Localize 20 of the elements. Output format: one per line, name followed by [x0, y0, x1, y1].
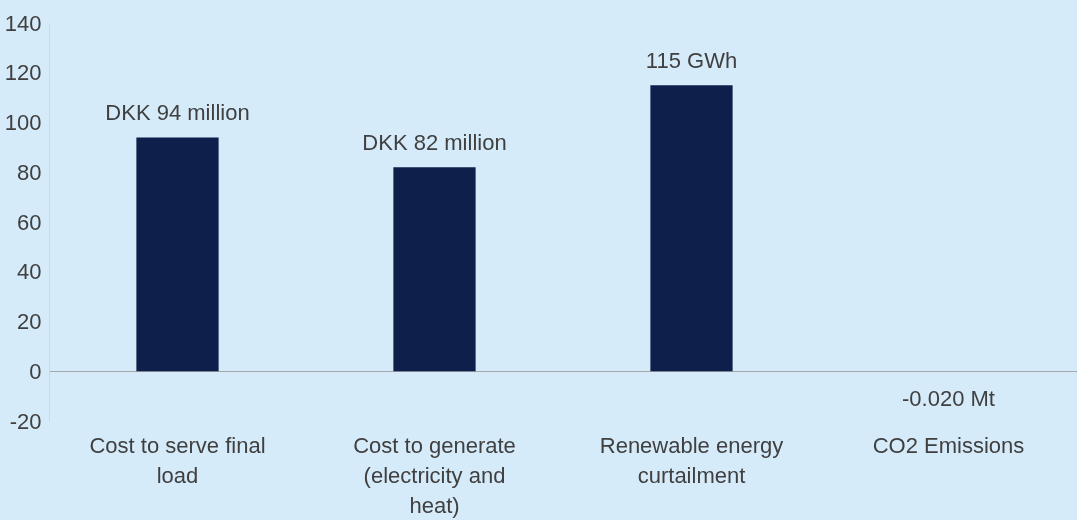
data-label: DKK 94 million [105, 100, 250, 126]
y-tick-label: 20 [17, 309, 42, 334]
y-tick-label: 0 [29, 358, 42, 384]
y-tick-label: 140 [4, 10, 42, 36]
y-tick-label: 60 [17, 209, 42, 235]
bar [393, 167, 476, 372]
y-tick-label: 120 [4, 60, 42, 86]
y-tick-label: -20 [9, 408, 42, 434]
x-tick-label: Cost to serve final load [89, 432, 266, 488]
data-label: -0.020 Mt [902, 386, 995, 412]
y-tick-label: 100 [4, 110, 42, 135]
y-tick-label: 40 [17, 259, 42, 285]
y-tick-label: 80 [17, 159, 42, 185]
x-tick-label: Cost to generate (electricity and heat) [353, 432, 516, 518]
data-label: 115 GWh [645, 48, 738, 74]
bar [650, 85, 733, 372]
x-tick-label: CO2 Emissions [872, 432, 1025, 458]
bar [136, 137, 219, 372]
data-label: DKK 82 million [362, 130, 507, 156]
x-tick-label: Renewable energy curtailment [599, 432, 784, 488]
